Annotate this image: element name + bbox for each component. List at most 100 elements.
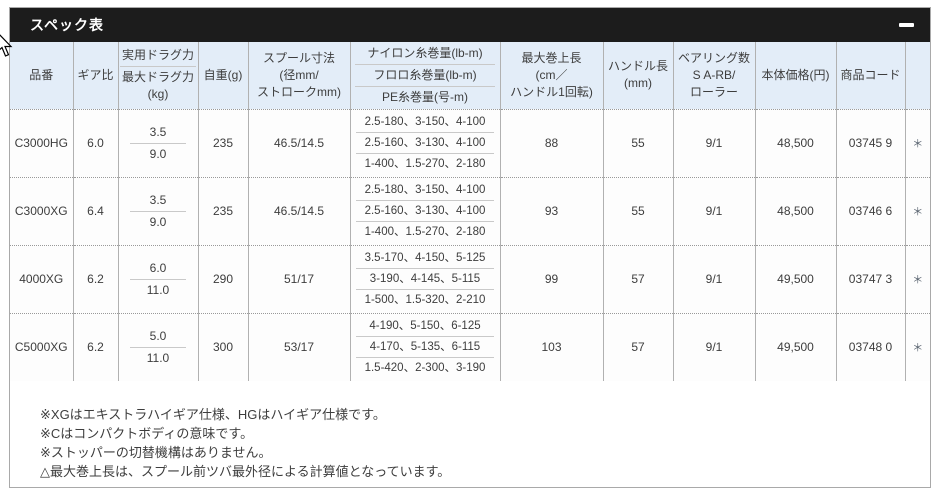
cell-value: 03748 0	[848, 340, 893, 355]
cell-value: 103	[541, 340, 562, 355]
asterisk-mark: ＊	[912, 274, 924, 286]
cell-max-retrieve: 99	[499, 244, 603, 313]
cell-value: 49,500	[777, 272, 814, 286]
cell-note: ＊	[904, 244, 930, 313]
cell-product-code: 03748 0	[835, 312, 905, 381]
cell-value: 03747 3	[848, 272, 893, 286]
header-label: スプール寸法	[262, 50, 335, 65]
cell-bearings: 9/1	[672, 176, 755, 245]
fraction-line	[130, 346, 186, 348]
divider-line	[355, 63, 495, 65]
cell-line-capacity: 2.5-180、3-150、4-100 2.5-160、3-130、4-100 …	[349, 108, 500, 177]
col-header-model: 品番	[10, 42, 73, 109]
cell-value: 6.0	[149, 260, 167, 275]
cell-value: 290	[212, 272, 234, 286]
cell-line-capacity: 4-190、5-150、6-125 4-170、5-135、6-115 1.5-…	[349, 312, 500, 381]
table-row: C5000XG 6.2 5.0 11.0 300 53/17 4-190、5-1…	[10, 312, 930, 381]
cell-product-code: 03746 6	[835, 176, 905, 245]
cell-price: 48,500	[754, 108, 836, 177]
table-row: C3000XG 6.4 3.5 9.0 235 46.5/14.5 2.5-18…	[10, 176, 930, 245]
cell-weight: 235	[197, 176, 248, 245]
cell-value: C3000XG	[14, 204, 68, 218]
header-label: 最大巻上長	[521, 50, 582, 65]
header-label: PE糸巻量(号-m)	[382, 89, 468, 104]
cell-value: 48,500	[777, 136, 814, 150]
cell-bearings: 9/1	[672, 312, 755, 381]
header-label: 最大ドラグ力	[121, 70, 194, 85]
header-row: 品番 ギア比 実用ドラグ力 最大ドラグ力 (kg) 自重(g) スプール寸	[10, 42, 930, 109]
cell-value: 6.2	[87, 340, 104, 355]
cell-value: 57	[631, 272, 645, 286]
cell-value: 6.0	[87, 136, 104, 150]
collapse-button[interactable]	[894, 17, 918, 33]
asterisk-mark: ＊	[912, 138, 924, 150]
spec-table: 品番 ギア比 実用ドラグ力 最大ドラグ力 (kg) 自重(g) スプール寸	[10, 42, 930, 381]
cell-value: 53/17	[283, 340, 315, 355]
panel-title: スペック表	[30, 17, 105, 33]
cell-note: ＊	[904, 108, 930, 177]
cell-weight: 235	[197, 108, 248, 177]
cell-spool: 46.5/14.5	[247, 108, 350, 177]
cell-value: 6.2	[87, 272, 104, 286]
footnote: ※XGはエキストラハイギア仕様、HGはハイギア仕様です。	[40, 407, 386, 422]
header-label: 実用ドラグ力	[121, 48, 194, 63]
fraction-line	[130, 142, 186, 144]
divider-line	[356, 132, 494, 133]
cell-handle-length: 55	[602, 108, 673, 177]
cell-value: C5000XG	[14, 340, 68, 355]
header-label: ギア比	[77, 67, 114, 82]
cell-value: 55	[631, 136, 645, 150]
cell-spool: 53/17	[247, 312, 350, 381]
cell-value: 5.0	[149, 328, 167, 343]
cell-gear-ratio: 6.2	[72, 312, 118, 381]
header-label: ナイロン糸巻量(lb-m)	[367, 45, 483, 60]
fraction-line	[130, 210, 186, 212]
cell-bearings: 9/1	[672, 108, 755, 177]
header-label: 自重(g)	[203, 67, 243, 82]
col-header-product-code: 商品コード	[835, 42, 905, 109]
cell-value: 2.5-160、3-130、4-100	[364, 137, 486, 149]
header-label: フロロ糸巻量(lb-m)	[373, 67, 477, 82]
cell-value: 1-400、1.5-270、2-180	[364, 158, 486, 170]
cell-value: 3-190、4-145、5-115	[369, 273, 481, 285]
header-label: (cm／	[535, 67, 568, 82]
col-header-handle-length: ハンドル長 (mm)	[602, 42, 673, 109]
cell-note: ＊	[904, 312, 930, 381]
cell-value: 3.5-170、4-150、5-125	[364, 252, 486, 264]
cell-bearings: 9/1	[672, 244, 755, 313]
cell-product-code: 03745 9	[835, 108, 905, 177]
cell-drag: 6.0 11.0	[117, 244, 198, 313]
cell-value: 9.0	[149, 214, 167, 229]
col-header-line-capacity: ナイロン糸巻量(lb-m) フロロ糸巻量(lb-m) PE糸巻量(号-m)	[349, 42, 500, 109]
cell-value: 93	[544, 204, 559, 218]
cell-drag: 3.5 9.0	[117, 176, 198, 245]
divider-line	[356, 200, 494, 201]
cell-value: 49,500	[777, 340, 814, 355]
cell-spool: 46.5/14.5	[247, 176, 350, 245]
col-header-bearings: ベアリング数 S A-RB/ ローラー	[672, 42, 755, 109]
cell-line-capacity: 2.5-180、3-150、4-100 2.5-160、3-130、4-100 …	[349, 176, 500, 245]
spec-panel: スペック表 品番 ギア比 実用ドラグ力	[9, 7, 931, 488]
cell-value: 4000XG	[19, 272, 64, 286]
cell-weight: 290	[197, 244, 248, 313]
cell-price: 49,500	[754, 312, 836, 381]
cell-value: 4-170、5-135、6-115	[369, 341, 481, 354]
cell-value: 55	[631, 204, 645, 218]
cell-value: 11.0	[146, 282, 170, 297]
cell-value: 51/17	[283, 272, 315, 286]
header-label: (径mm/	[279, 67, 319, 82]
cell-value: 46.5/14.5	[273, 136, 325, 150]
cell-max-retrieve: 93	[499, 176, 603, 245]
cell-value: 3.5	[149, 124, 167, 139]
col-header-spool: スプール寸法 (径mm/ ストロークmm)	[247, 42, 350, 109]
cell-value: 1-400、1.5-270、2-180	[364, 226, 486, 238]
divider-line	[356, 357, 494, 359]
cell-value: 235	[212, 136, 234, 150]
asterisk-mark: ＊	[912, 206, 924, 218]
header-label: S A-RB/	[692, 67, 736, 82]
cell-value: 03745 9	[848, 136, 893, 150]
cell-weight: 300	[197, 312, 248, 381]
cell-value: 03746 6	[848, 204, 893, 218]
divider-line	[120, 66, 196, 68]
